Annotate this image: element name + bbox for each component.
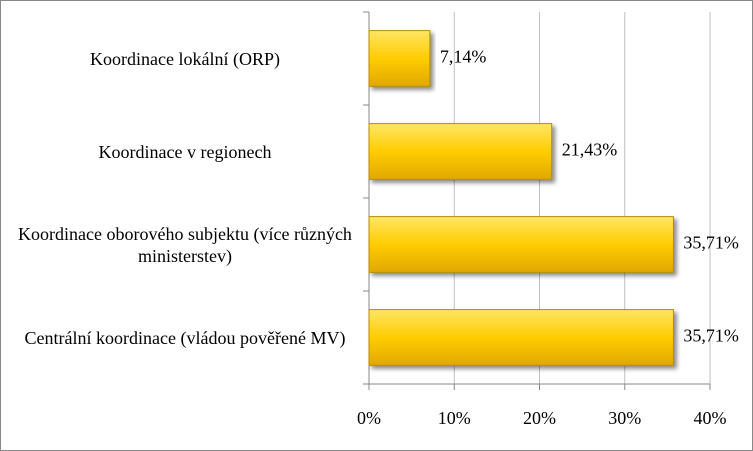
x-tick-label: 30% <box>608 408 641 428</box>
x-tick-label: 20% <box>523 408 556 428</box>
y-tick-label: Koordinace oborového subjektu (více různ… <box>18 223 352 266</box>
value-label: 35,71% <box>683 326 739 346</box>
bar <box>368 123 553 180</box>
value-label: 7,14% <box>440 47 487 67</box>
x-tick-label: 10% <box>438 408 471 428</box>
x-tick-label: 40% <box>694 408 727 428</box>
y-tick-label: Koordinace v regionech <box>98 141 272 162</box>
x-tick-label: 0% <box>357 408 381 428</box>
bar <box>368 30 431 87</box>
bar <box>368 309 674 366</box>
value-label: 35,71% <box>683 233 739 253</box>
y-tick-label: Centrální koordinace (vládou pověřené MV… <box>24 327 346 348</box>
value-label: 21,43% <box>562 140 618 160</box>
y-tick-label: Koordinace lokální (ORP) <box>90 48 280 69</box>
bar <box>368 216 674 273</box>
